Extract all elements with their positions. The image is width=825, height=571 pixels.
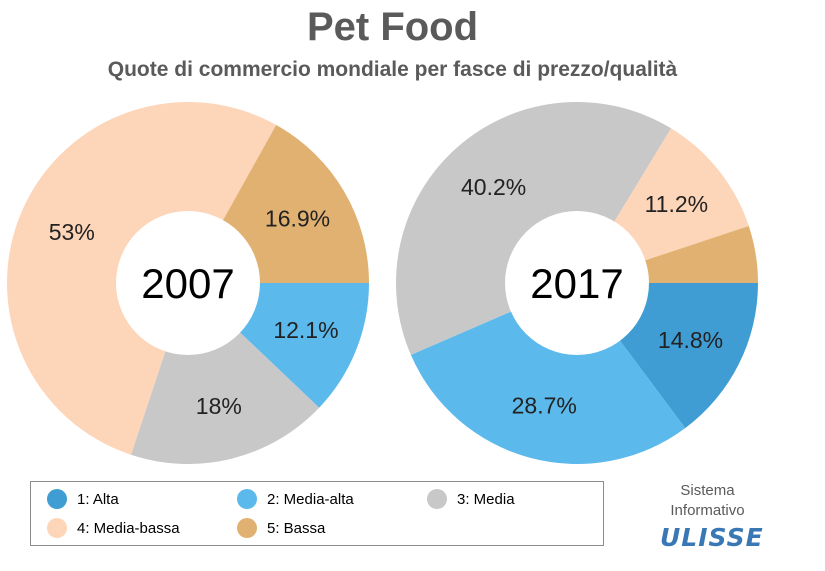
- legend-label: 2: Media-alta: [267, 490, 354, 508]
- center-label-2017: 2017: [530, 260, 623, 307]
- brand-text: Sistema Informativo: [650, 481, 765, 521]
- center-label-2007: 2007: [141, 260, 234, 307]
- donut-hole-2017: [505, 211, 649, 355]
- ulisse-logo: ULISSE: [660, 523, 764, 552]
- legend-item-media: 3: Media: [427, 489, 515, 509]
- chart-title: Pet Food: [306, 5, 479, 49]
- slice-label-2007-5: 16.9%: [265, 206, 330, 232]
- legend-label: 1: Alta: [77, 490, 119, 508]
- slice-label-2007-3: 18%: [196, 393, 242, 419]
- legend-item-media-bassa: 4: Media-bassa: [47, 518, 180, 538]
- legend-item-alta: 1: Alta: [47, 489, 119, 509]
- brand-line-2: Informativo: [670, 502, 745, 519]
- slice-label-2007-4: 53%: [49, 219, 95, 245]
- brand-line-1: Sistema: [680, 482, 735, 499]
- pie-slice-2017-2: [410, 283, 686, 465]
- legend-swatch: [47, 518, 67, 538]
- legend-swatch: [427, 489, 447, 509]
- chart-subtitle: Quote di commercio mondiale per fasce di…: [107, 58, 678, 81]
- slice-label-2017-4: 11.2%: [645, 191, 709, 217]
- legend-label: 3: Media: [457, 490, 515, 508]
- legend-label: 5: Bassa: [267, 519, 326, 537]
- legend-item-bassa: 5: Bassa: [237, 518, 325, 538]
- legend-item-media-alta: 2: Media-alta: [237, 489, 354, 509]
- legend-swatch: [237, 489, 257, 509]
- legend-swatch: [237, 518, 257, 538]
- slice-label-2007-2: 12.1%: [273, 317, 338, 343]
- slice-label-2017-1: 14.8%: [658, 327, 723, 353]
- legend: 1: Alta 2: Media-alta 3: Media 4: Media-…: [30, 481, 604, 546]
- donut-hole-2007: [116, 211, 260, 355]
- legend-swatch: [47, 489, 67, 509]
- slice-label-2017-2: 28.7%: [512, 393, 577, 419]
- legend-label: 4: Media-bassa: [77, 519, 180, 537]
- slice-label-2017-3: 40.2%: [461, 174, 526, 200]
